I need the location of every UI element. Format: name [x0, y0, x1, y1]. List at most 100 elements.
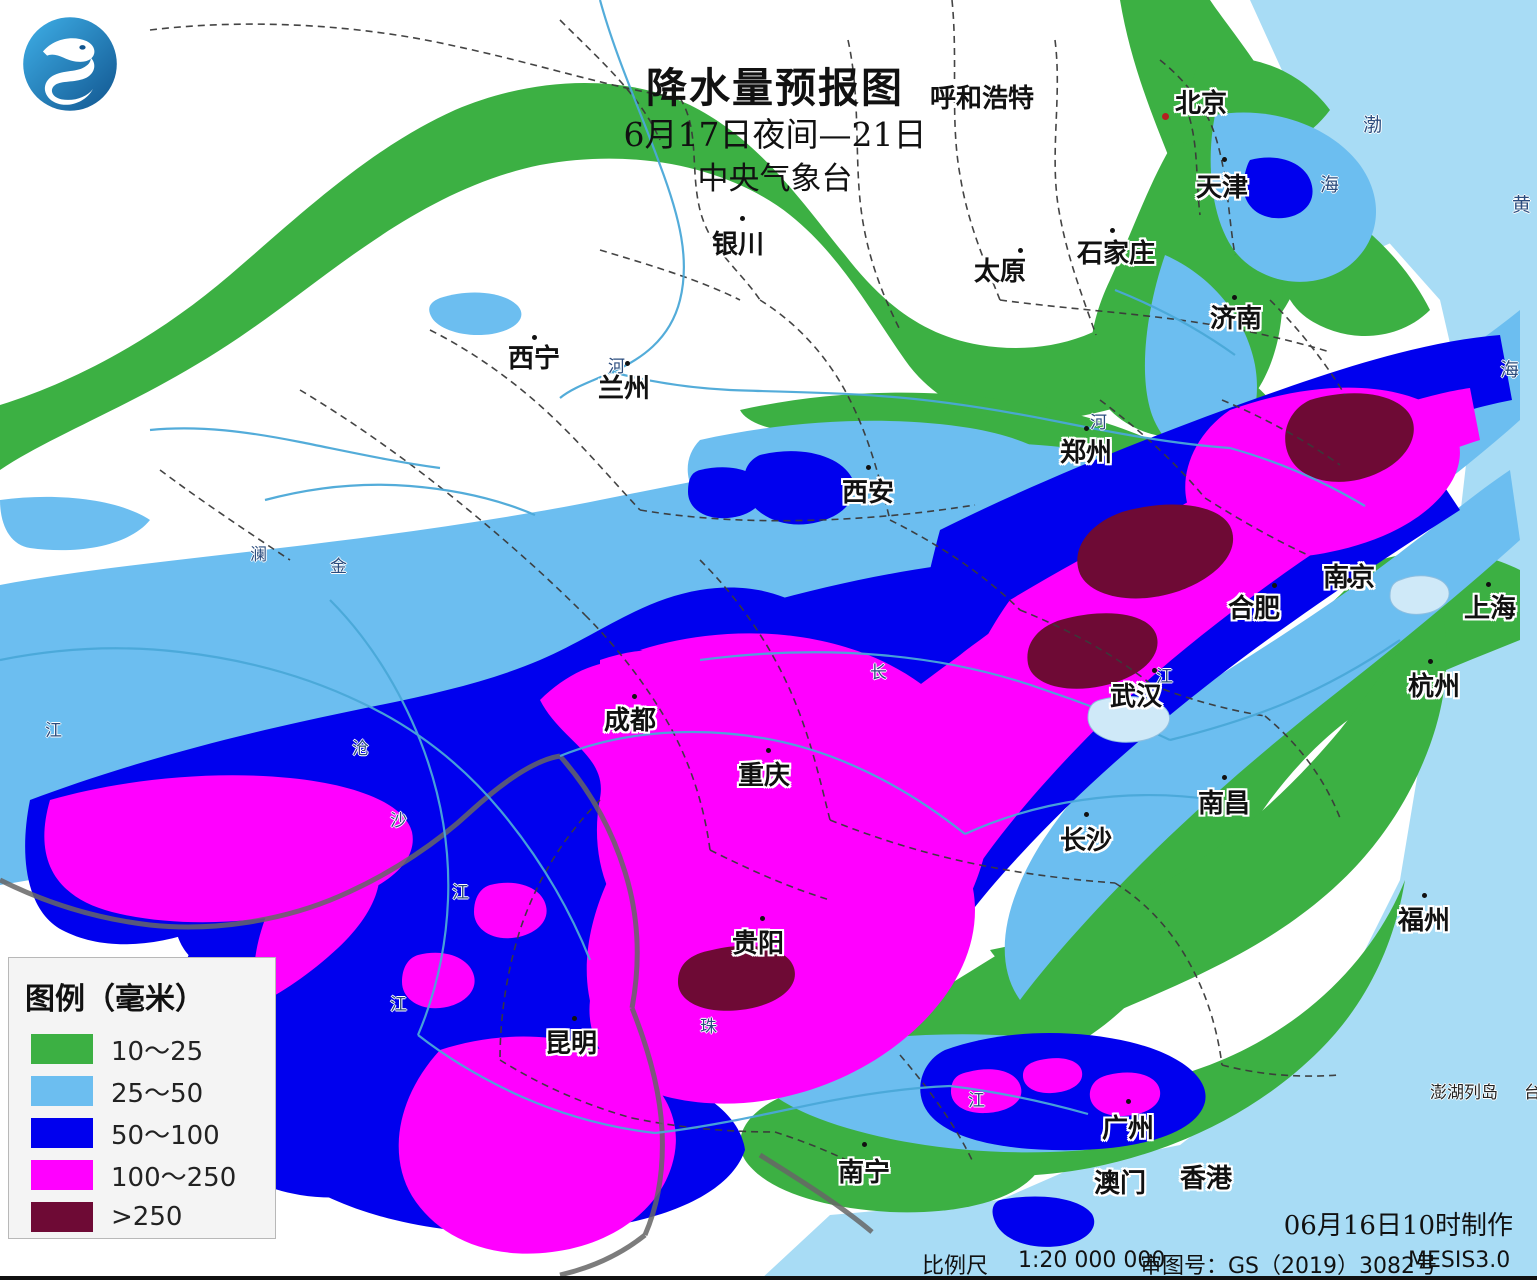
city-marker-dot: [1222, 157, 1227, 162]
river-label: 江: [390, 995, 407, 1015]
river-label: 澜: [250, 545, 267, 565]
city-label: 郑州: [1060, 438, 1113, 468]
city-label: 上海: [1464, 594, 1517, 624]
city-label: 西安: [842, 478, 895, 508]
city-marker-dot: [1486, 582, 1491, 587]
river-label: 河: [1090, 413, 1107, 433]
city-label: 武汉: [1110, 682, 1163, 712]
river-label: 珠: [700, 1017, 717, 1037]
city-marker-dot: [1232, 295, 1237, 300]
legend-row: 10～25: [31, 1028, 275, 1070]
city-label: 杭州: [1408, 672, 1461, 702]
city-label: 济南: [1210, 304, 1263, 334]
legend-label: 10～25: [111, 1036, 204, 1067]
city-label: 广州: [1102, 1114, 1155, 1144]
city-marker-dot: [1084, 812, 1089, 817]
rivers: [0, 0, 1401, 1135]
island-label: 澎湖列岛: [1430, 1083, 1498, 1103]
lakes: [1087, 575, 1450, 743]
city-marker-dot: [1084, 426, 1089, 431]
city-label: 呼和浩特: [930, 84, 1035, 114]
bottom-rule: [0, 1276, 1537, 1280]
city-label: 成都: [604, 706, 657, 736]
city-label: 澳门: [1094, 1169, 1147, 1199]
island-label: 台: [1524, 1083, 1537, 1103]
city-label: 重庆: [738, 761, 791, 791]
city-label: 银川: [712, 230, 765, 260]
sea-label: 海: [1320, 174, 1340, 196]
city-marker-dot: [862, 1142, 867, 1147]
legend-swatch: [31, 1160, 93, 1190]
city-marker-dot: [760, 916, 765, 921]
scale-label: 比例尺: [922, 1254, 989, 1279]
city-marker-dot: [632, 694, 637, 699]
city-marker-dot: [1222, 775, 1227, 780]
river-label: 河: [608, 357, 625, 377]
city-marker-dot: [1272, 583, 1277, 588]
legend-label: 25～50: [111, 1078, 204, 1109]
city-marker-dot: [1162, 113, 1169, 120]
city-label: 南昌: [1198, 789, 1251, 819]
legend-row: 25～50: [31, 1070, 275, 1112]
sea-label: 海: [1500, 359, 1520, 381]
legend-swatch: [31, 1118, 93, 1148]
river-label: 江: [1156, 667, 1173, 687]
river-label: 江: [968, 1091, 985, 1111]
legend-row: >250: [31, 1196, 275, 1238]
city-marker-dot: [1422, 893, 1427, 898]
city-marker-dot: [1110, 228, 1115, 233]
city-label: 合肥: [1228, 594, 1281, 624]
legend-rows: 10～25 25～50 50～100 100～250 >250: [9, 1028, 275, 1238]
city-label: 太原: [974, 257, 1027, 287]
city-label: 石家庄: [1077, 239, 1156, 269]
city-marker-dot: [1126, 1099, 1131, 1104]
band-over-250: [678, 393, 1414, 1011]
legend-swatch: [31, 1202, 93, 1232]
city-label: 昆明: [545, 1029, 598, 1059]
city-label: 南宁: [838, 1158, 891, 1188]
production-time: 06月16日10时制作: [1283, 1211, 1513, 1241]
city-label: 贵阳: [732, 929, 785, 959]
city-marker-dot: [572, 1016, 577, 1021]
legend-label: >250: [111, 1202, 183, 1232]
legend-row: 50～100: [31, 1112, 275, 1154]
city-label: 天津: [1196, 173, 1249, 203]
sea-label: 黄: [1512, 194, 1532, 216]
scale-value: 1:20 000 000: [1018, 1248, 1166, 1273]
city-label: 西宁: [508, 344, 561, 374]
city-marker-dot: [625, 361, 630, 366]
river-label: 沧: [352, 739, 369, 759]
legend-title: 图例（毫米）: [25, 982, 205, 1017]
cma-dragon-logo: [23, 17, 117, 111]
system-version: MESIS3.0: [1408, 1248, 1511, 1273]
city-marker-dot: [1347, 578, 1352, 583]
legend-swatch: [31, 1076, 93, 1106]
legend-swatch: [31, 1034, 93, 1064]
city-label: 香港: [1180, 1164, 1233, 1194]
legend-label: 50～100: [111, 1120, 220, 1151]
river-label: 江: [452, 883, 469, 903]
city-marker-dot: [532, 335, 537, 340]
city-label: 福州: [1398, 906, 1451, 936]
city-marker-dot: [766, 748, 771, 753]
city-label: 南京: [1323, 557, 1375, 594]
city-marker-dot: [1428, 659, 1433, 664]
city-label: 兰州: [598, 374, 651, 404]
city-marker-dot: [1152, 668, 1157, 673]
river-label: 金: [330, 557, 347, 577]
map-borders: [149, 0, 1346, 1179]
audit-number: 审图号：GS（2019）3082号: [1140, 1254, 1437, 1279]
river-label: 江: [45, 721, 62, 741]
river-label: 沙: [390, 811, 407, 831]
city-marker-dot: [1018, 248, 1023, 253]
legend-label: 100～250: [111, 1162, 237, 1193]
river-label: 长: [870, 663, 887, 683]
legend-panel: 图例（毫米） 10～25 25～50 50～100 100～250 >250: [8, 957, 276, 1239]
sea-label: 渤: [1363, 114, 1383, 136]
city-label: 长沙: [1060, 826, 1113, 856]
city-label: 北京: [1175, 89, 1228, 119]
city-marker-dot: [866, 465, 871, 470]
legend-row: 100～250: [31, 1154, 275, 1196]
